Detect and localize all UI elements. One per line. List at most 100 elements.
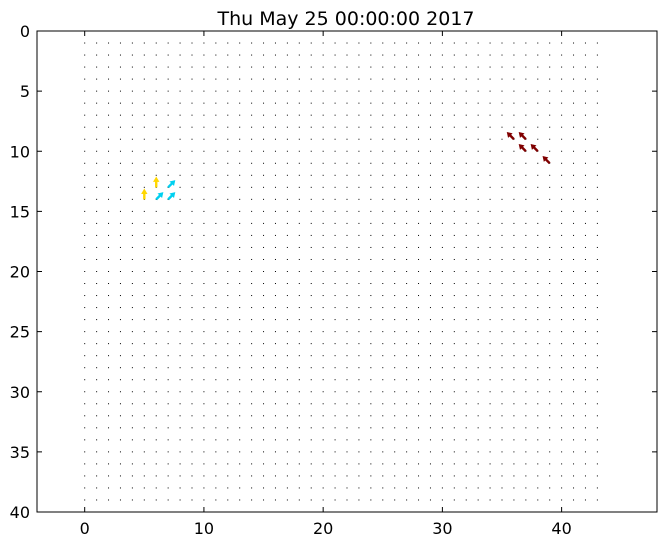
grid-dot [251, 234, 253, 236]
grid-dot [96, 258, 98, 260]
grid-dot [167, 295, 169, 297]
grid-dot [119, 198, 121, 200]
grid-dot [406, 451, 408, 453]
grid-dot [537, 138, 539, 140]
grid-dot [573, 102, 575, 104]
grid-dot [453, 355, 455, 357]
grid-dot [322, 114, 324, 116]
grid-dot [310, 222, 312, 224]
grid-dot [131, 451, 133, 453]
grid-dot [477, 343, 479, 345]
grid-dot [274, 427, 276, 429]
grid-dot [584, 487, 586, 489]
grid-dot [251, 415, 253, 417]
grid-dot [96, 319, 98, 321]
grid-dot [477, 54, 479, 56]
grid-dot [584, 210, 586, 212]
grid-dot [203, 126, 205, 128]
grid-dot [119, 391, 121, 393]
grid-dot [573, 174, 575, 176]
grid-dot [215, 126, 217, 128]
grid-dot [406, 391, 408, 393]
grid-dot [584, 222, 586, 224]
grid-dot [108, 162, 110, 164]
grid-dot [239, 331, 241, 333]
grid-dot [131, 463, 133, 465]
grid-dot [263, 427, 265, 429]
grid-dot [274, 463, 276, 465]
grid-dot [108, 66, 110, 68]
grid-dot [96, 126, 98, 128]
grid-dot [322, 271, 324, 272]
grid-dot [453, 427, 455, 429]
grid-dot [191, 319, 193, 321]
grid-dot [179, 283, 181, 285]
grid-dot [394, 307, 396, 309]
grid-dot [96, 66, 98, 68]
grid-dot [251, 78, 253, 80]
grid-dot [561, 499, 563, 501]
grid-dot [155, 258, 157, 260]
grid-dot [441, 138, 443, 140]
grid-dot [525, 475, 527, 477]
grid-dot [155, 331, 157, 333]
grid-dot [525, 78, 527, 80]
grid-dot [263, 499, 265, 501]
grid-dot [334, 54, 336, 56]
grid-dot [346, 90, 348, 92]
grid-dot [310, 331, 312, 333]
grid-dot [251, 319, 253, 321]
grid-dot [382, 234, 384, 236]
grid-dot [322, 102, 324, 104]
grid-dot [489, 90, 491, 92]
grid-dot [155, 295, 157, 297]
grid-dot [84, 174, 86, 176]
grid-dot [298, 271, 300, 272]
grid-dot [394, 90, 396, 92]
grid-dot [465, 126, 467, 128]
grid-dot [298, 475, 300, 477]
grid-dot [489, 210, 491, 212]
grid-dot [453, 307, 455, 309]
grid-dot [179, 246, 181, 248]
grid-dot [394, 162, 396, 164]
grid-dot [346, 319, 348, 321]
grid-dot [429, 66, 431, 68]
grid-dot [84, 475, 86, 477]
grid-dot [358, 210, 360, 212]
grid-dot [465, 150, 467, 152]
grid-dot [370, 138, 372, 140]
grid-dot [358, 343, 360, 345]
grid-dot [370, 343, 372, 345]
grid-dot [96, 198, 98, 200]
grid-dot [429, 319, 431, 321]
grid-dot [131, 343, 133, 345]
grid-dot [179, 126, 181, 128]
grid-dot [453, 343, 455, 345]
grid-dot [286, 126, 288, 128]
grid-dot [334, 307, 336, 309]
grid-dot [477, 186, 479, 188]
grid-dot [596, 307, 598, 309]
grid-dot [119, 126, 121, 128]
grid-dot [489, 234, 491, 236]
grid-dot [584, 138, 586, 140]
grid-dot [131, 198, 133, 200]
grid-dot [489, 138, 491, 140]
grid-dot [525, 451, 527, 453]
grid-dot [298, 427, 300, 429]
grid-dot [596, 403, 598, 405]
grid-dot [286, 246, 288, 248]
grid-dot [501, 186, 503, 188]
grid-dot [322, 427, 324, 429]
grid-dot [155, 246, 157, 248]
grid-dot [227, 198, 229, 200]
grid-dot [96, 114, 98, 116]
grid-dot [489, 487, 491, 489]
grid-dot [573, 90, 575, 92]
grid-dot [382, 126, 384, 128]
grid-dot [382, 415, 384, 417]
grid-dot [239, 66, 241, 68]
grid-dot [215, 174, 217, 176]
grid-dot [227, 114, 229, 116]
